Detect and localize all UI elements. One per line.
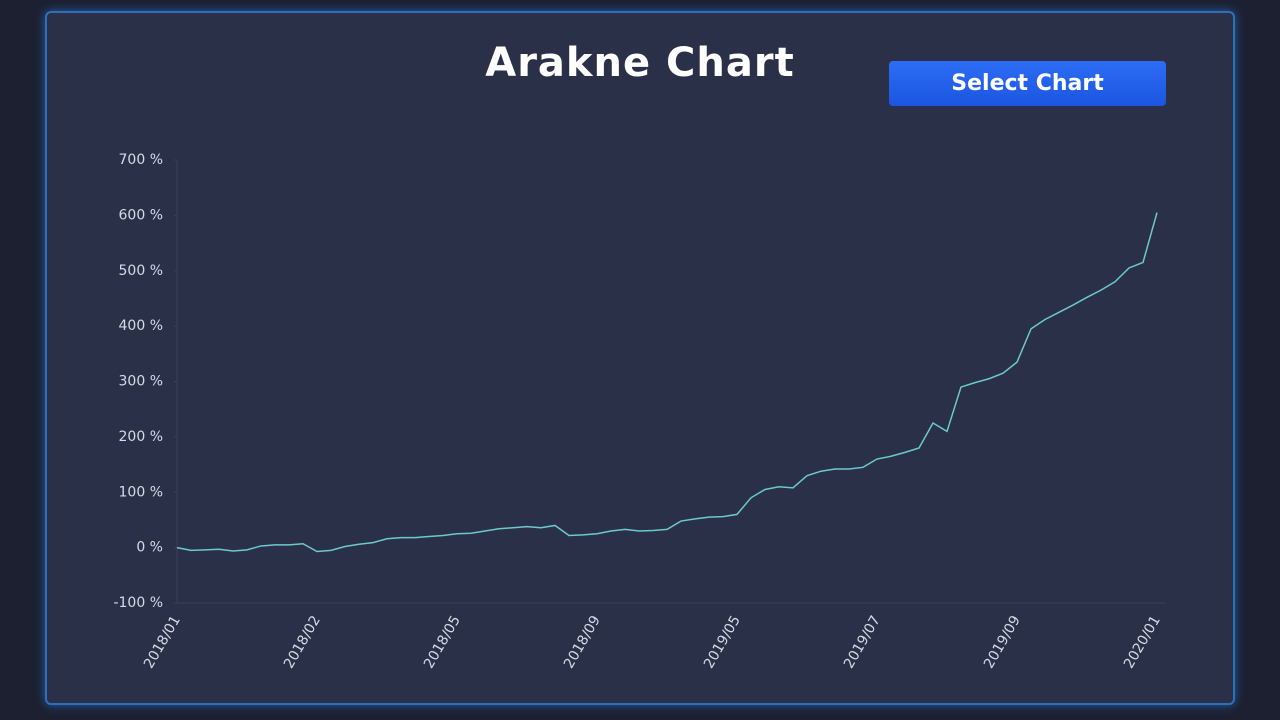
select-chart-button[interactable]: Select Chart <box>889 61 1166 106</box>
x-tick-label: 2018/05 <box>421 613 464 671</box>
x-tick-label: 2019/07 <box>841 613 884 671</box>
y-tick-label: 0 % <box>136 540 163 556</box>
y-tick-label: 400 % <box>119 318 163 334</box>
y-tick-label: 500 % <box>119 263 163 279</box>
title: Arakne Chart <box>485 40 795 86</box>
panel <box>45 11 1235 705</box>
y-tick-label: 600 % <box>119 207 163 223</box>
y-tick-label: 300 % <box>119 374 163 390</box>
x-tick-label: 2018/09 <box>561 613 604 671</box>
y-tick-label: 200 % <box>119 429 163 445</box>
y-tick-label: 100 % <box>119 484 163 500</box>
y-tick-label: 700 % <box>119 152 163 168</box>
line <box>176 212 1158 553</box>
x-tick-label: 2019/09 <box>981 613 1024 671</box>
y-tick-label: -100 % <box>113 595 163 611</box>
x-tick-label: 2020/01 <box>1121 613 1164 671</box>
x-tick-label: 2019/05 <box>701 613 744 671</box>
x-tick-label: 2018/02 <box>281 613 324 671</box>
x-tick-label: 2018/01 <box>141 613 184 671</box>
